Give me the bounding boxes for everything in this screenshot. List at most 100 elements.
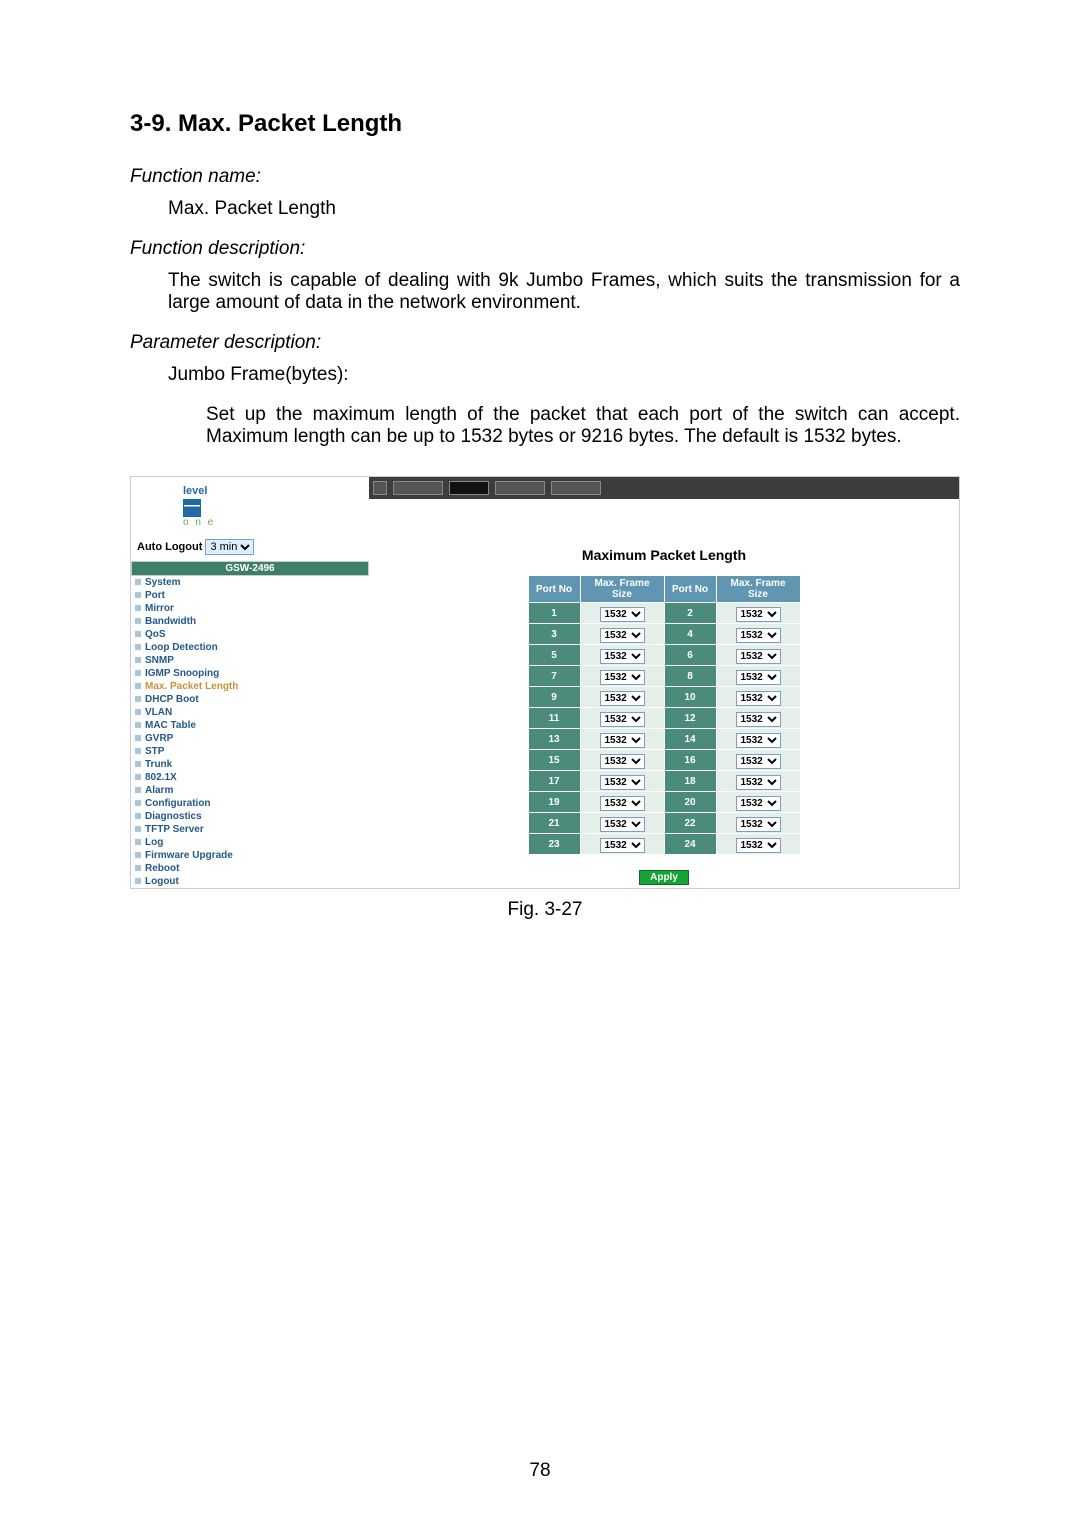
nav-item-logout[interactable]: Logout (131, 875, 369, 888)
frame-size-cell: 1532 (716, 645, 800, 666)
logo-sub: o n e (183, 517, 369, 528)
port-no-cell: 15 (528, 750, 580, 771)
frame-size-select[interactable]: 1532 (600, 691, 645, 706)
nav-item-configuration[interactable]: Configuration (131, 797, 369, 810)
frame-size-cell: 1532 (580, 603, 664, 624)
logo-block: level o n e (131, 477, 369, 537)
frame-size-select[interactable]: 1532 (736, 817, 781, 832)
nav-item-log[interactable]: Log (131, 836, 369, 849)
nav-item-tftp-server[interactable]: TFTP Server (131, 823, 369, 836)
banner-segment (449, 481, 489, 495)
nav-item-diagnostics[interactable]: Diagnostics (131, 810, 369, 823)
banner-segment (551, 481, 601, 495)
nav-item-max-packet-length[interactable]: Max. Packet Length (131, 680, 369, 693)
param-desc-label: Parameter description: (130, 332, 960, 354)
port-no-cell: 11 (528, 708, 580, 729)
nav-item-system[interactable]: System (131, 576, 369, 589)
table-row: 171532181532 (528, 771, 800, 792)
nav-item-loop-detection[interactable]: Loop Detection (131, 641, 369, 654)
table-row: 15 1532 16 1532 (528, 750, 800, 771)
frame-size-cell: 1532 (716, 729, 800, 750)
frame-size-select[interactable]: 1532 (736, 796, 781, 811)
frame-size-select[interactable]: 1532 (600, 670, 645, 685)
auto-logout-select[interactable]: 3 min (205, 539, 254, 555)
port-no-cell: 16 (664, 750, 716, 771)
port-no-cell: 7 (528, 666, 580, 687)
frame-size-cell: 1532 (580, 666, 664, 687)
screenshot: level o n e Auto Logout 3 min GSW-2496 S… (130, 476, 960, 889)
auto-logout-label: Auto Logout (137, 541, 202, 553)
frame-size-select[interactable]: 1532 (736, 628, 781, 643)
table-row: 191532201532 (528, 792, 800, 813)
nav-item-qos[interactable]: QoS (131, 628, 369, 641)
frame-size-select[interactable]: 1532 (600, 817, 645, 832)
port-no-cell: 22 (664, 813, 716, 834)
frame-size-select[interactable]: 1532 (736, 754, 781, 769)
nav-item-reboot[interactable]: Reboot (131, 862, 369, 875)
frame-size-select[interactable]: 1532 (600, 838, 645, 853)
frame-size-select[interactable]: 1532 (600, 649, 645, 664)
nav-list: SystemPortMirrorBandwidthQoSLoop Detecti… (131, 576, 369, 888)
port-no-cell: 20 (664, 792, 716, 813)
frame-size-select[interactable]: 1532 (736, 649, 781, 664)
port-no-cell: 14 (664, 729, 716, 750)
nav-item-802-1x[interactable]: 802.1X (131, 771, 369, 784)
frame-size-select[interactable]: 1532 (736, 775, 781, 790)
port-no-cell: 24 (664, 834, 716, 855)
frame-size-select[interactable]: 1532 (736, 607, 781, 622)
switch-banner (369, 477, 959, 499)
frame-size-select[interactable]: 1532 (736, 733, 781, 748)
frame-size-select[interactable]: 1532 (736, 838, 781, 853)
frame-size-cell: 1532 (716, 834, 800, 855)
port-no-cell: 13 (528, 729, 580, 750)
frame-size-select[interactable]: 1532 (600, 628, 645, 643)
frame-size-cell: 1532 (716, 771, 800, 792)
frame-size-select[interactable]: 1532 (600, 796, 645, 811)
port-no-cell: 1 (528, 603, 580, 624)
port-no-cell: 23 (528, 834, 580, 855)
table-row: 3153241532 (528, 624, 800, 645)
frame-size-cell: 1532 (716, 687, 800, 708)
nav-item-stp[interactable]: STP (131, 745, 369, 758)
th-max-frame: Max. Frame Size (580, 576, 664, 603)
nav-item-snmp[interactable]: SNMP (131, 654, 369, 667)
th-max-frame: Max. Frame Size (716, 576, 800, 603)
nav-item-mac-table[interactable]: MAC Table (131, 719, 369, 732)
param-item-value: Set up the maximum length of the packet … (206, 404, 960, 448)
th-port-no: Port No (528, 576, 580, 603)
frame-size-select[interactable]: 1532 (736, 691, 781, 706)
nav-item-mirror[interactable]: Mirror (131, 602, 369, 615)
frame-size-select[interactable]: 1532 (600, 775, 645, 790)
port-no-cell: 8 (664, 666, 716, 687)
nav-item-firmware-upgrade[interactable]: Firmware Upgrade (131, 849, 369, 862)
frame-size-select[interactable]: 1532 (736, 670, 781, 685)
frame-size-cell: 1532 (580, 624, 664, 645)
function-desc-value: The switch is capable of dealing with 9k… (168, 270, 960, 314)
table-row: 7 1532 8 1532 (528, 666, 800, 687)
frame-size-select[interactable]: 1532 (600, 754, 645, 769)
nav-item-igmp-snooping[interactable]: IGMP Snooping (131, 667, 369, 680)
table-row: 91532101532 (528, 687, 800, 708)
apply-button[interactable]: Apply (639, 870, 689, 885)
frame-size-cell: 1532 (716, 813, 800, 834)
nav-item-alarm[interactable]: Alarm (131, 784, 369, 797)
param-item-label: Jumbo Frame(bytes): (168, 364, 960, 386)
table-row: 5153261532 (528, 645, 800, 666)
frame-size-cell: 1532 (580, 750, 664, 771)
nav-item-port[interactable]: Port (131, 589, 369, 602)
frame-size-cell: 1532 (716, 603, 800, 624)
port-no-cell: 12 (664, 708, 716, 729)
nav-item-trunk[interactable]: Trunk (131, 758, 369, 771)
nav-item-vlan[interactable]: VLAN (131, 706, 369, 719)
frame-size-cell: 1532 (580, 834, 664, 855)
table-row: 211532221532 (528, 813, 800, 834)
frame-table: Port No Max. Frame Size Port No Max. Fra… (528, 575, 801, 855)
frame-size-select[interactable]: 1532 (600, 607, 645, 622)
port-no-cell: 3 (528, 624, 580, 645)
nav-item-dhcp-boot[interactable]: DHCP Boot (131, 693, 369, 706)
nav-item-gvrp[interactable]: GVRP (131, 732, 369, 745)
frame-size-select[interactable]: 1532 (600, 733, 645, 748)
frame-size-select[interactable]: 1532 (600, 712, 645, 727)
frame-size-select[interactable]: 1532 (736, 712, 781, 727)
nav-item-bandwidth[interactable]: Bandwidth (131, 615, 369, 628)
